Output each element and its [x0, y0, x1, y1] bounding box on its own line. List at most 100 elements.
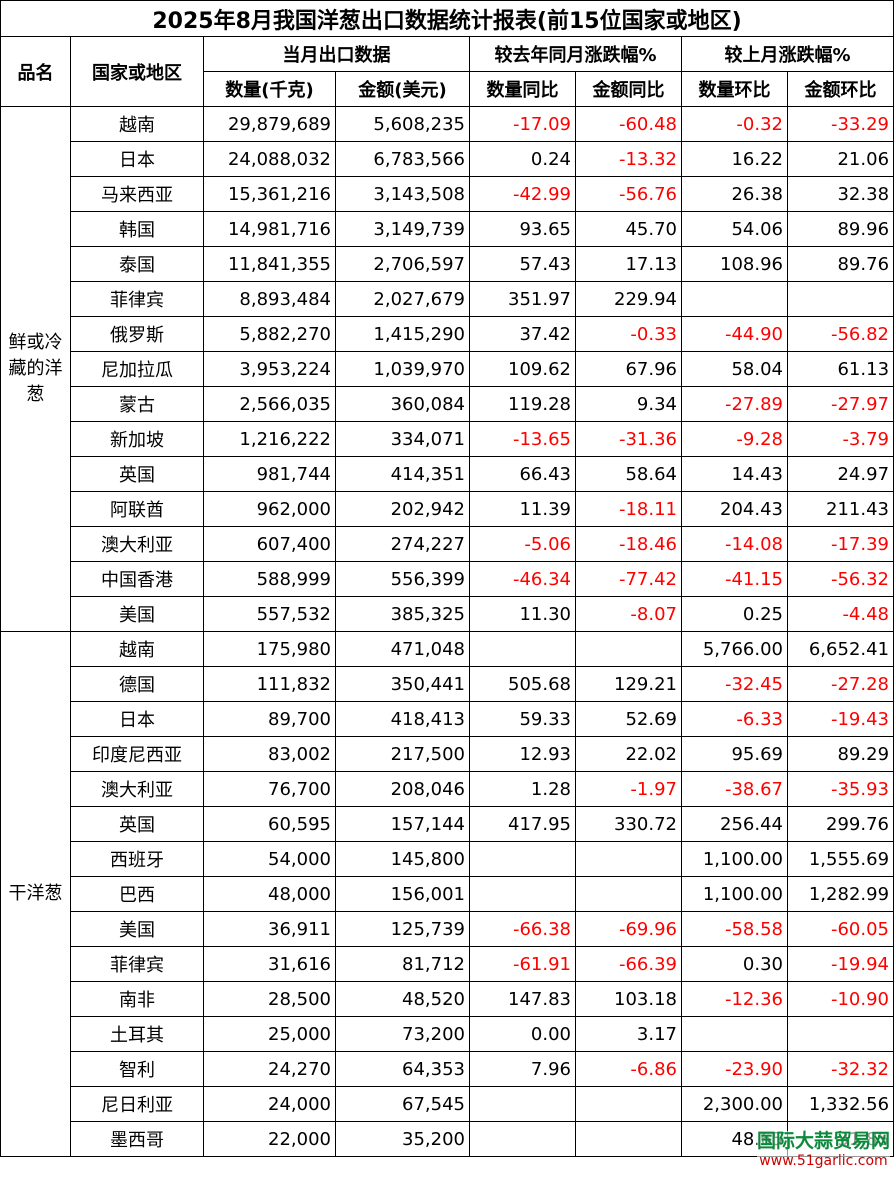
table-row: 泰国 11,841,355 2,706,597 57.43 17.13 108.96 89.…	[1, 246, 894, 282]
value-cell: 95.69	[681, 736, 788, 772]
value-cell: 9.34	[575, 386, 682, 422]
table-row: 南非 28,500 48,520 147.83 103.18 -12.36 -10.90	[1, 981, 894, 1017]
value-cell: 48,520	[335, 981, 470, 1017]
value-cell: 3,953,224	[203, 351, 336, 387]
value-cell: 208,046	[335, 771, 470, 807]
value-cell: 83,002	[203, 736, 336, 772]
value-cell: 8,893,484	[203, 281, 336, 317]
header-cell: 金额同比	[575, 71, 682, 107]
table-row: 鲜或冷藏的洋葱 越南 29,879,689 5,608,235 -17.09 -60.48…	[0, 106, 894, 632]
value-cell: 45.70	[575, 211, 682, 247]
value-cell: 48,000	[203, 876, 336, 912]
value-cell: 22,000	[203, 1121, 336, 1157]
value-cell: 67.96	[575, 351, 682, 387]
value-cell: 1,039,970	[335, 351, 470, 387]
value-cell: -66.39	[575, 946, 682, 982]
value-cell: 351.97	[469, 281, 576, 317]
country-cell: 马来西亚	[70, 176, 204, 212]
value-cell: -18.46	[575, 526, 682, 562]
country-cell: 新加坡	[70, 421, 204, 457]
value-cell: 2,300.00	[681, 1086, 788, 1122]
value-cell: -0.32	[681, 106, 788, 142]
value-cell: -19.43	[786, 701, 894, 737]
value-cell	[786, 281, 894, 317]
value-cell: 35,200	[335, 1121, 470, 1157]
value-cell: 417.95	[469, 806, 576, 842]
value-cell: 103.18	[575, 981, 682, 1017]
table-row: 阿联酋 962,000 202,942 11.39 -18.11 204.43 211.43	[1, 491, 894, 527]
value-cell: 145,800	[335, 841, 470, 877]
value-cell: 3,143,508	[335, 176, 470, 212]
header-cell: 金额(美元)	[335, 71, 470, 107]
table-row: 尼加拉瓜 3,953,224 1,039,970 109.62 67.96 58.04 61…	[1, 351, 894, 387]
value-cell: 24,088,032	[203, 141, 336, 177]
country-cell: 澳大利亚	[70, 526, 204, 562]
table-row: 新加坡 1,216,222 334,071 -13.65 -31.36 -9.28 -3.7…	[1, 421, 894, 457]
value-cell: 60,595	[203, 806, 336, 842]
value-cell: 229.94	[575, 281, 682, 317]
country-cell: 日本	[70, 141, 204, 177]
value-cell: 21.06	[786, 141, 894, 177]
value-cell: 1,100.00	[681, 841, 788, 877]
value-cell: 1,216,222	[203, 421, 336, 457]
value-cell: 7.96	[469, 1051, 576, 1087]
value-cell: 14,981,716	[203, 211, 336, 247]
value-cell: 57.43	[469, 246, 576, 282]
value-cell: 54.06	[681, 211, 788, 247]
country-cell: 土耳其	[70, 1016, 204, 1052]
value-cell: -41.15	[681, 561, 788, 597]
value-cell: -66.38	[469, 911, 576, 947]
value-cell: -58.58	[681, 911, 788, 947]
table-row: 德国 111,832 350,441 505.68 129.21 -32.45 -27.28	[1, 666, 894, 702]
value-cell: -8.07	[575, 596, 682, 632]
value-cell: 36,911	[203, 911, 336, 947]
value-cell	[786, 1016, 894, 1052]
value-cell: 119.28	[469, 386, 576, 422]
value-cell: 350,441	[335, 666, 470, 702]
value-cell	[575, 876, 682, 912]
country-cell: 英国	[70, 456, 204, 492]
header-cell: 品名	[0, 36, 71, 107]
value-cell: 557,532	[203, 596, 336, 632]
header-cell: 金额环比	[786, 71, 894, 107]
country-cell: 印度尼西亚	[70, 736, 204, 772]
value-cell: 15,361,216	[203, 176, 336, 212]
country-cell: 墨西哥	[70, 1121, 204, 1157]
value-cell: 0.24	[469, 141, 576, 177]
value-cell: -17.09	[469, 106, 576, 142]
value-cell: 81,712	[335, 946, 470, 982]
country-cell: 越南	[70, 106, 204, 142]
value-cell: -31.36	[575, 421, 682, 457]
value-cell: 11.39	[469, 491, 576, 527]
value-cell: 58.64	[575, 456, 682, 492]
value-cell: 59.33	[469, 701, 576, 737]
country-cell: 智利	[70, 1051, 204, 1087]
value-cell: -3.79	[786, 421, 894, 457]
value-cell: -27.97	[786, 386, 894, 422]
value-cell: 175,980	[203, 631, 336, 667]
value-cell: -56.32	[786, 561, 894, 597]
value-cell: 0.30	[681, 946, 788, 982]
country-cell: 日本	[70, 701, 204, 737]
country-cell: 阿联酋	[70, 491, 204, 527]
table-row: 土耳其 25,000 73,200 0.00 3.17	[1, 1016, 894, 1052]
table-row: 日本 24,088,032 6,783,566 0.24 -13.32 16.22 21.0…	[1, 141, 894, 177]
category-cell: 鲜或冷藏的洋葱	[0, 106, 71, 632]
country-cell: 俄罗斯	[70, 316, 204, 352]
value-cell: 3,149,739	[335, 211, 470, 247]
value-cell: 26.38	[681, 176, 788, 212]
value-cell: 32.38	[786, 176, 894, 212]
header-cell: 数量同比	[469, 71, 576, 107]
value-cell: 76,700	[203, 771, 336, 807]
value-cell: 11,841,355	[203, 246, 336, 282]
table-row: 尼日利亚 24,000 67,545 2,300.00 1,332.56	[1, 1086, 894, 1122]
table-row: 智利 24,270 64,353 7.96 -6.86 -23.90 -32.32	[1, 1051, 894, 1087]
country-cell: 蒙古	[70, 386, 204, 422]
table-row: 韩国 14,981,716 3,149,739 93.65 45.70 54.06 89.9…	[1, 211, 894, 247]
value-cell: 330.72	[575, 806, 682, 842]
value-cell: -6.33	[681, 701, 788, 737]
value-cell: 24.97	[786, 456, 894, 492]
value-cell: 202,942	[335, 491, 470, 527]
value-cell	[469, 876, 576, 912]
value-cell: 5,882,270	[203, 316, 336, 352]
